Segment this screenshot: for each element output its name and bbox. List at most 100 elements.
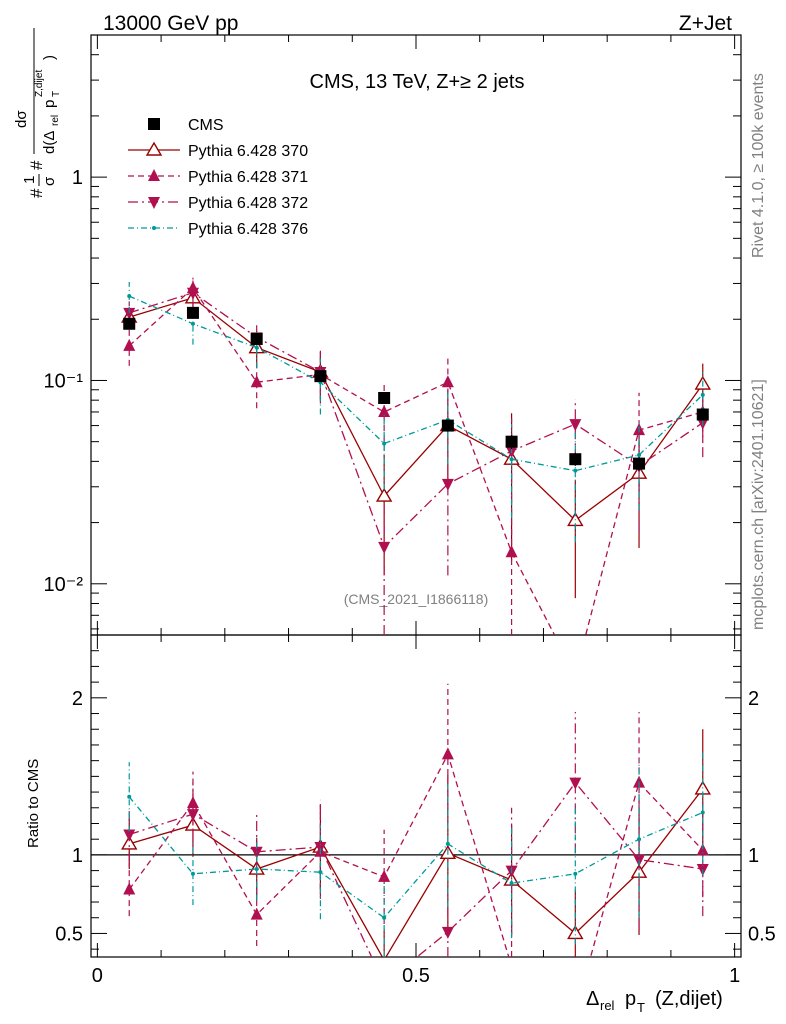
legend-label: Pythia 6.428 371 (188, 169, 308, 186)
legend-label: Pythia 6.428 370 (188, 143, 308, 160)
series-marker (441, 926, 454, 939)
series-marker (123, 882, 136, 895)
ratio-plot-frame (90, 634, 742, 958)
data-point-cms (186, 306, 199, 319)
series-marker (186, 287, 199, 300)
series-marker (637, 837, 642, 842)
series-marker (152, 226, 156, 230)
series-marker (127, 794, 132, 799)
series-line-main (129, 291, 704, 548)
legend-label: Pythia 6.428 372 (188, 195, 308, 212)
legend-label: CMS (188, 117, 224, 134)
y-tick-label-ratio-right: 0.5 (748, 923, 776, 945)
data-point-cms (123, 317, 136, 330)
series-marker (573, 468, 578, 473)
series-marker (637, 452, 642, 457)
series-marker (378, 541, 391, 554)
series-marker (250, 907, 263, 920)
svg-text:): ) (41, 55, 58, 60)
legend: CMS Pythia 6.428 370 Pythia 6.428 371 Pythi… (128, 117, 308, 238)
svg-text:σ: σ (41, 176, 58, 186)
series-marker (569, 419, 582, 432)
series-marker (505, 545, 518, 558)
series-marker (186, 809, 199, 822)
y-axis-label-ratio: Ratio to CMS (25, 759, 42, 848)
legend-label: Pythia 6.428 376 (188, 221, 308, 238)
y-tick-label-ratio-right: 2 (748, 688, 759, 710)
series-marker (378, 869, 391, 882)
series-marker (441, 747, 454, 760)
series-marker (569, 777, 582, 790)
series-marker (254, 345, 259, 350)
analysis-tag: (CMS_2021_I1866118) (344, 591, 489, 607)
legend-entry: Pythia 6.428 371 (128, 169, 308, 186)
series-line-ratio (128, 796, 704, 919)
y-tick-label-ratio-left: 1 (72, 845, 83, 867)
y-tick-label-ratio-right: 1 (748, 845, 759, 867)
series-marker (382, 441, 387, 446)
series-marker (250, 375, 263, 388)
series-line-main (129, 297, 704, 522)
series-marker (254, 867, 259, 872)
x-tick-label: 1 (729, 965, 740, 987)
series-marker (378, 404, 391, 417)
series-marker (121, 835, 138, 850)
y-axis-label-main: # 1 σ # dσ d(Δ rel p T Z,dijet ) (13, 28, 62, 198)
mcplots-label: mcplots.cern.ch [arXiv:2401.10621] (750, 379, 767, 630)
series-marker (509, 457, 514, 462)
svg-text:#: # (27, 188, 46, 198)
series-line-ratio (129, 788, 704, 957)
data-point-cms (696, 408, 709, 421)
data-point-cms (250, 332, 263, 345)
series-line-ratio (129, 781, 703, 957)
series-marker (382, 915, 387, 920)
series-marker (314, 842, 327, 855)
legend-entry: Pythia 6.428 372 (128, 195, 308, 212)
svg-text:rel: rel (50, 115, 61, 126)
series-marker (441, 375, 454, 388)
series-marker (509, 881, 514, 886)
data-point-cms (314, 370, 327, 383)
series-marker (123, 338, 136, 351)
svg-text:p: p (41, 100, 58, 108)
series-line-main (128, 295, 704, 472)
y-tick-label-main: 10⁻² (44, 574, 84, 596)
rivet-version-label: Rivet 4.1.0, ≥ 100k events (750, 73, 767, 258)
series-line-main (128, 287, 703, 635)
legend-entry: Pythia 6.428 376 (128, 221, 308, 238)
x-tick-label: 0.5 (402, 965, 430, 987)
series-marker (123, 307, 136, 320)
svg-text:T: T (51, 91, 62, 97)
svg-text:rel: rel (600, 998, 615, 1013)
series-marker (375, 487, 393, 502)
svg-text:p: p (625, 988, 636, 1010)
svg-text:#: # (27, 160, 46, 170)
series-marker (445, 841, 450, 846)
data-point-cms (633, 457, 646, 470)
svg-text:1: 1 (21, 176, 38, 184)
svg-text:Δ: Δ (586, 988, 599, 1010)
series-marker (148, 169, 160, 181)
y-tick-label-ratio-left: 2 (72, 688, 83, 710)
ratio-series (121, 683, 711, 957)
data-point-cms (441, 419, 454, 432)
axis-ticks: 0 0.5 1 1 10⁻¹ 10⁻² 0.5 0.5 1 1 2 2 (44, 34, 776, 987)
series-marker (190, 871, 195, 876)
legend-entry: Pythia 6.428 370 (128, 141, 308, 160)
x-tick-label: 0 (92, 965, 103, 987)
svg-text:Z,dijet: Z,dijet (34, 70, 45, 97)
svg-text:d(Δ: d(Δ (41, 131, 58, 154)
series-marker (573, 871, 578, 876)
series-marker (127, 294, 132, 299)
svg-text:T: T (637, 1000, 645, 1015)
data-point-cms (378, 391, 391, 404)
series-marker (700, 392, 705, 397)
data-point-cms (148, 118, 160, 130)
data-point-cms (505, 435, 518, 448)
svg-text:dσ: dσ (13, 110, 30, 128)
series-marker (700, 810, 705, 815)
main-series (121, 277, 711, 635)
header-right: Z+Jet (679, 12, 732, 35)
y-tick-label-main: 10⁻¹ (44, 370, 84, 392)
